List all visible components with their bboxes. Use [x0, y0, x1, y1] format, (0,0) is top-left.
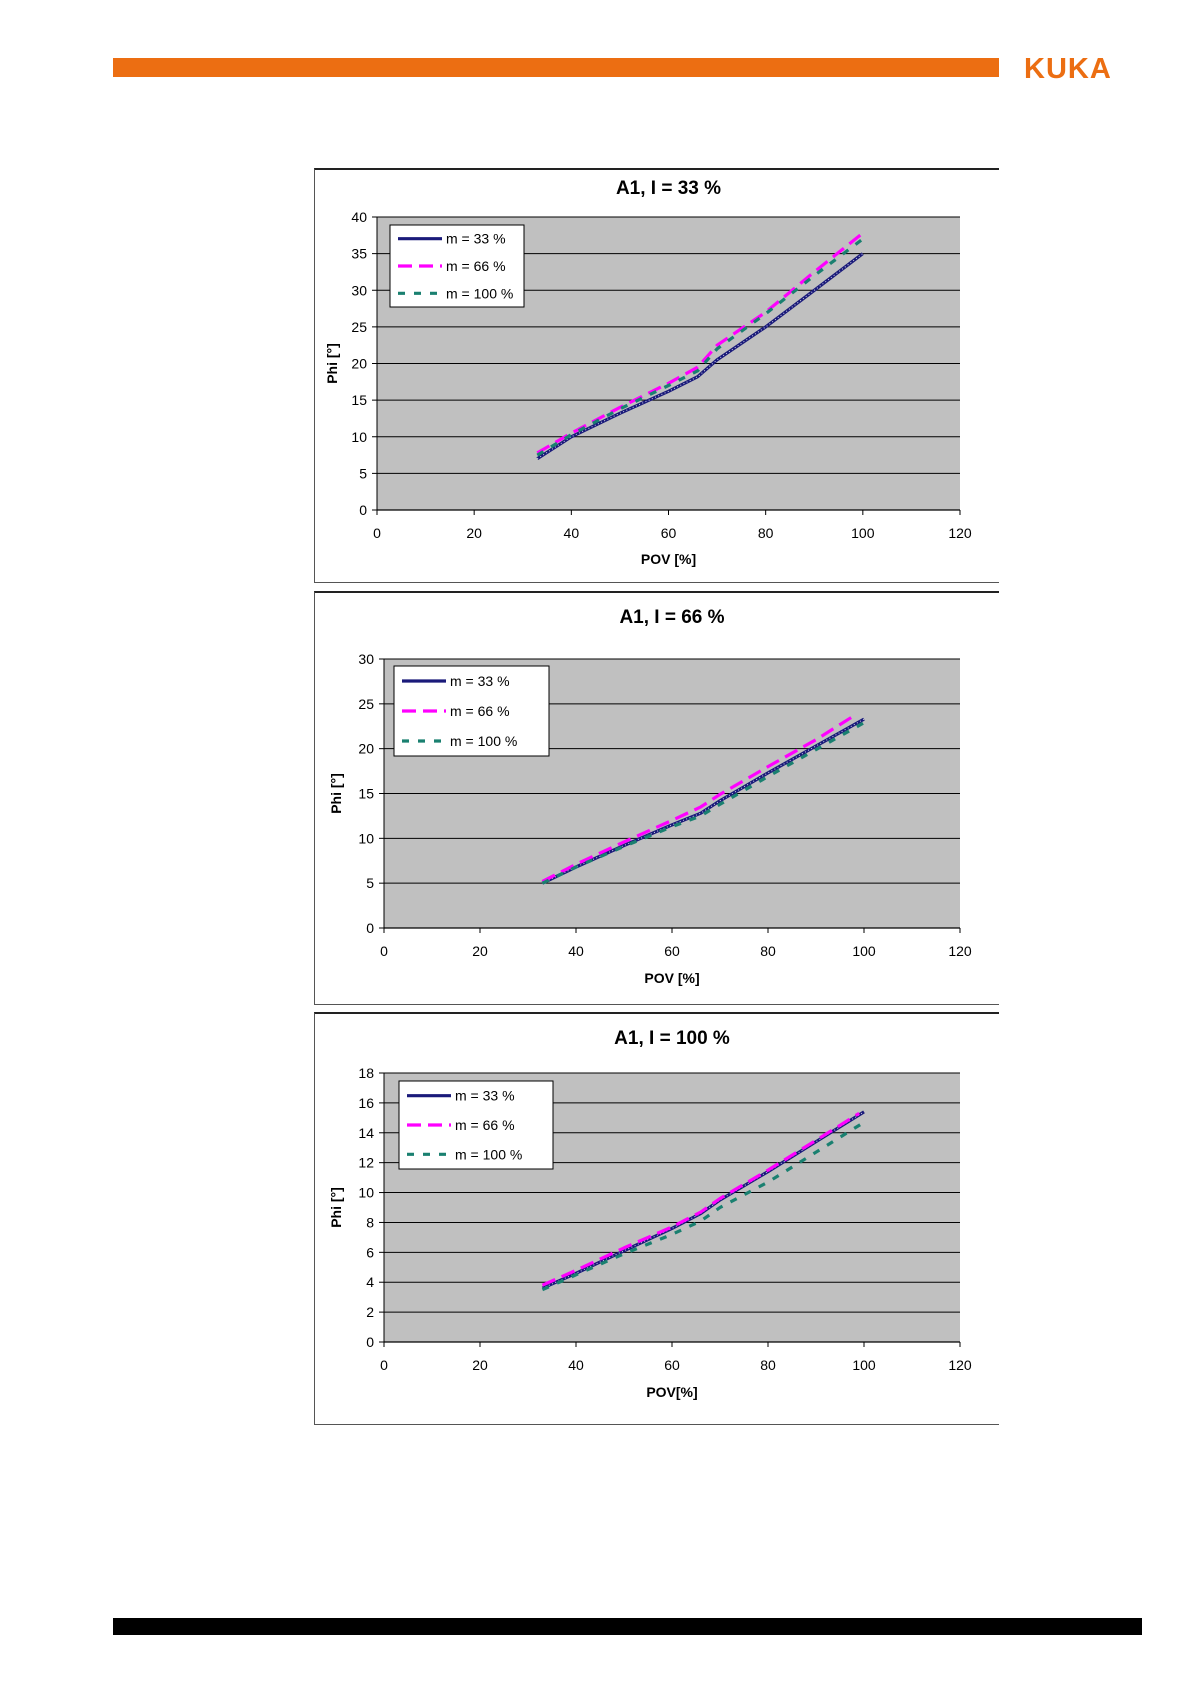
x-tick-label: 100 — [851, 525, 875, 541]
chart-title: A1, I = 100 % — [614, 1028, 730, 1049]
y-tick-label: 25 — [358, 696, 374, 712]
x-tick-label: 80 — [758, 525, 774, 541]
y-tick-label: 4 — [366, 1274, 374, 1290]
series-line-3 — [541, 721, 865, 885]
x-tick-label: 60 — [661, 525, 677, 541]
y-tick-label: 20 — [351, 356, 367, 372]
legend-label: m = 100 % — [455, 1146, 522, 1162]
y-tick-label: 10 — [351, 429, 367, 445]
y-axis-label: Phi [°] — [328, 773, 344, 814]
chart-2: 0 5 10 15 20 25 30 0 20 40 60 80 100 120 A1, I = 66 % P… — [328, 607, 972, 986]
y-tick-label: 35 — [351, 246, 367, 262]
x-tick-label: 0 — [373, 525, 381, 541]
legend-label: m = 100 % — [446, 285, 513, 301]
x-tick-label: 40 — [568, 1357, 584, 1373]
legend-label: m = 33 % — [455, 1088, 515, 1104]
y-tick-label: 18 — [358, 1065, 374, 1081]
y-tick-label: 15 — [358, 786, 374, 802]
y-tick-label: 12 — [358, 1155, 374, 1171]
y-tick-label: 0 — [366, 1334, 374, 1350]
legend-label: m = 100 % — [450, 733, 517, 749]
header-accent-bar — [113, 58, 999, 77]
series-line-3 — [541, 1120, 865, 1292]
y-tick-label: 5 — [366, 875, 374, 891]
y-tick-label: 2 — [366, 1304, 374, 1320]
y-tick-label: 30 — [351, 282, 367, 298]
y-tick-label: 40 — [351, 209, 367, 225]
series-line-2 — [541, 714, 856, 883]
x-tick-label: 40 — [564, 525, 580, 541]
y-tick-label: 0 — [359, 502, 367, 518]
y-axis-label: Phi [°] — [328, 1187, 344, 1228]
series-line-3 — [536, 237, 864, 457]
x-axis-label: POV[%] — [646, 1384, 697, 1400]
legend-label: m = 66 % — [450, 703, 510, 719]
chart-3: 0 2 4 6 8 10 12 14 16 18 0 20 40 60 80 100 120 A1, I = 10… — [328, 1028, 972, 1400]
y-tick-label: 8 — [366, 1214, 374, 1230]
chart-title: A1, I = 33 % — [616, 178, 721, 199]
x-tick-label: 0 — [380, 943, 388, 959]
chart-1: 0 5 10 15 20 25 30 35 40 0 20 40 60 80 100 120 A1, I = 3… — [324, 178, 972, 567]
legend-label: m = 66 % — [446, 258, 506, 274]
chart-frame-2: 0 5 10 15 20 25 30 0 20 40 60 80 100 120 A1, I = 66 % P… — [314, 591, 999, 1005]
y-tick-label: 6 — [366, 1244, 374, 1260]
chart-frame-1: 0 5 10 15 20 25 30 35 40 0 20 40 60 80 100 120 A1, I = 3… — [314, 168, 999, 583]
x-tick-label: 120 — [948, 525, 972, 541]
chart-frame-3: 0 2 4 6 8 10 12 14 16 18 0 20 40 60 80 100 120 A1, I = 10… — [314, 1012, 999, 1425]
y-tick-label: 16 — [358, 1095, 374, 1111]
x-tick-label: 60 — [664, 943, 680, 959]
x-tick-label: 100 — [852, 1357, 876, 1373]
x-tick-label: 20 — [466, 525, 482, 541]
y-tick-label: 14 — [358, 1125, 374, 1141]
y-tick-label: 20 — [358, 741, 374, 757]
legend-label: m = 33 % — [446, 231, 506, 247]
logo-text: KUKA — [1024, 53, 1112, 82]
series-line-2 — [541, 1111, 861, 1287]
x-axis-label: POV [%] — [644, 970, 699, 986]
x-tick-label: 120 — [948, 1357, 972, 1373]
y-tick-label: 10 — [358, 830, 374, 846]
y-tick-label: 25 — [351, 319, 367, 335]
footer-bar — [113, 1618, 1142, 1635]
y-tick-label: 10 — [358, 1185, 374, 1201]
y-tick-label: 30 — [358, 651, 374, 667]
x-tick-label: 0 — [380, 1357, 388, 1373]
x-axis-label: POV [%] — [641, 551, 696, 567]
legend-label: m = 33 % — [450, 673, 510, 689]
x-tick-label: 80 — [760, 1357, 776, 1373]
series-line-2 — [536, 231, 864, 455]
series-line-pattern — [537, 253, 864, 460]
legend-label: m = 66 % — [455, 1117, 515, 1133]
chart-title: A1, I = 66 % — [619, 607, 724, 628]
y-axis-label: Phi [°] — [324, 343, 340, 384]
x-tick-label: 120 — [948, 943, 972, 959]
kuka-logo: KUKA — [1024, 53, 1112, 82]
x-tick-label: 100 — [852, 943, 876, 959]
x-tick-label: 20 — [472, 1357, 488, 1373]
y-tick-label: 15 — [351, 392, 367, 408]
x-tick-label: 20 — [472, 943, 488, 959]
x-tick-label: 40 — [568, 943, 584, 959]
x-tick-label: 60 — [664, 1357, 680, 1373]
y-tick-label: 0 — [366, 920, 374, 936]
x-tick-label: 80 — [760, 943, 776, 959]
y-tick-label: 5 — [359, 465, 367, 481]
